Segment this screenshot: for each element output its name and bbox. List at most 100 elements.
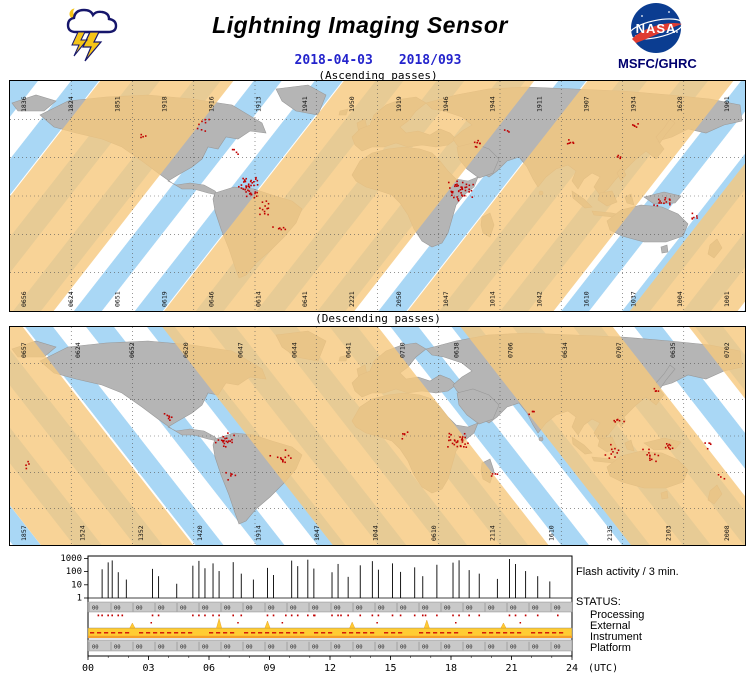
svg-text:0641: 0641 [344,342,352,358]
svg-text:15: 15 [384,663,396,674]
svg-text:24: 24 [566,663,578,674]
svg-text:00: 00 [312,644,319,650]
svg-text:1352: 1352 [137,525,145,541]
svg-text:0619: 0619 [161,291,169,307]
svg-text:00: 00 [422,606,429,612]
svg-text:00: 00 [378,644,385,650]
svg-text:0656: 0656 [20,291,28,307]
svg-text:00: 00 [268,644,275,650]
svg-text:00: 00 [334,606,341,612]
svg-text:00: 00 [422,644,429,650]
svg-text:0657: 0657 [20,342,28,358]
svg-text:06: 06 [203,663,215,674]
map-grid [10,327,745,545]
svg-text:1824: 1824 [67,96,75,112]
svg-text:0651: 0651 [114,291,122,307]
ascending-passes-map: 1836 1824 1851 1918 1916 1913 1941 1950 1919 1946… [9,80,746,312]
svg-text:1047: 1047 [313,525,321,541]
nasa-branding: NASA MSFC/GHRC [618,2,697,71]
svg-text:1044: 1044 [372,525,380,541]
status-row-label-external: External [590,620,631,632]
status-label: STATUS: [576,596,621,608]
svg-text:1524: 1524 [79,525,87,541]
svg-text:1000: 1000 [60,554,82,564]
svg-text:00: 00 [114,606,121,612]
svg-text:2135: 2135 [606,525,614,541]
granule-band-top [87,601,573,613]
instrument-status-bar-edge [88,635,572,638]
svg-text:1628: 1628 [676,96,684,112]
ascending-passes-label: (Ascending passes) [318,69,438,82]
svg-text:00: 00 [532,606,539,612]
svg-text:00: 00 [92,606,99,612]
svg-text:1610: 1610 [547,525,555,541]
svg-text:100: 100 [66,567,82,577]
svg-text:00: 00 [532,644,539,650]
x-ticks: 00 03 06 09 12 15 18 21 24 (UTC) [82,656,618,674]
svg-text:0624: 0624 [67,291,75,307]
svg-text:1946: 1946 [442,96,450,112]
flash-activity-label: Flash activity / 3 min. [576,566,679,578]
orbit-numbers-top: 0657 0624 0652 0620 0647 0644 0641 0710 0638 0706… [20,342,731,358]
svg-text:1851: 1851 [114,96,122,112]
svg-text:00: 00 [488,644,495,650]
svg-text:1944: 1944 [489,96,497,112]
svg-text:18: 18 [445,663,457,674]
svg-text:09: 09 [263,663,275,674]
highlighted-swaths [10,81,745,311]
svg-text:1004: 1004 [676,291,684,307]
date-iso: 2018-04-03 [294,53,373,68]
svg-text:0620: 0620 [182,342,190,358]
svg-text:0644: 0644 [290,342,298,358]
descending-passes-label: (Descending passes) [315,312,441,325]
svg-text:00: 00 [334,644,341,650]
status-row-label-platform: Platform [590,642,631,654]
svg-text:00: 00 [224,606,231,612]
svg-text:0710: 0710 [399,342,407,358]
svg-text:00: 00 [400,606,407,612]
svg-text:00: 00 [136,606,143,612]
date-row: 2018-04-03 2018/093 [0,53,756,68]
svg-text:21: 21 [505,663,517,674]
svg-text:1916: 1916 [207,96,215,112]
svg-text:1014: 1014 [489,291,497,307]
svg-text:1037: 1037 [629,291,637,307]
svg-text:00: 00 [290,644,297,650]
svg-text:1857: 1857 [20,525,28,541]
page-title: Lightning Imaging Sensor [212,12,508,38]
descending-passes-map: 0657 0624 0652 0620 0647 0644 0641 0710 0638 0706… [9,326,746,546]
svg-text:00: 00 [510,644,517,650]
svg-text:00: 00 [246,644,253,650]
highlighted-swaths [10,327,745,545]
svg-text:0610: 0610 [430,525,438,541]
lightning-bolt-small [71,31,89,57]
svg-text:00: 00 [444,644,451,650]
flash-spikes [101,559,551,598]
svg-text:0652: 0652 [128,342,136,358]
svg-text:00: 00 [378,606,385,612]
svg-text:0647: 0647 [236,342,244,358]
nasa-logo-text: NASA [636,21,677,36]
svg-text:0702: 0702 [723,342,731,358]
svg-text:00: 00 [92,644,99,650]
svg-text:00: 00 [136,644,143,650]
nasa-logo-icon: NASA [628,3,684,53]
svg-text:00: 00 [312,606,319,612]
svg-text:2050: 2050 [395,291,403,307]
svg-text:1907: 1907 [582,96,590,112]
svg-text:0614: 0614 [254,291,262,307]
svg-text:00: 00 [466,644,473,650]
orbit-numbers-bottom: 1857 1524 1352 1420 1914 1047 1044 0610 2114 1610… [20,525,731,541]
orbit-numbers-top: 1836 1824 1851 1918 1916 1913 1941 1950 1919 1946… [20,96,731,112]
status-row-label-processing: Processing [590,609,645,621]
external-marks [129,617,522,629]
granule-labels-top: 00 00 00 00 00 00 00 00 00 00 00 00 00 00 00 00 00 00 00 00… [88,603,561,612]
svg-text:0635: 0635 [669,342,677,358]
svg-text:00: 00 [356,644,363,650]
lightning-flashes [140,118,698,231]
svg-text:00: 00 [488,606,495,612]
svg-text:00: 00 [180,606,187,612]
svg-text:1836: 1836 [20,96,28,112]
flash-activity-status-chart: 00 00 00 00 00 00 00 00 00 00 00 00 00 00 00 00 00 00 00 00… [60,554,618,674]
